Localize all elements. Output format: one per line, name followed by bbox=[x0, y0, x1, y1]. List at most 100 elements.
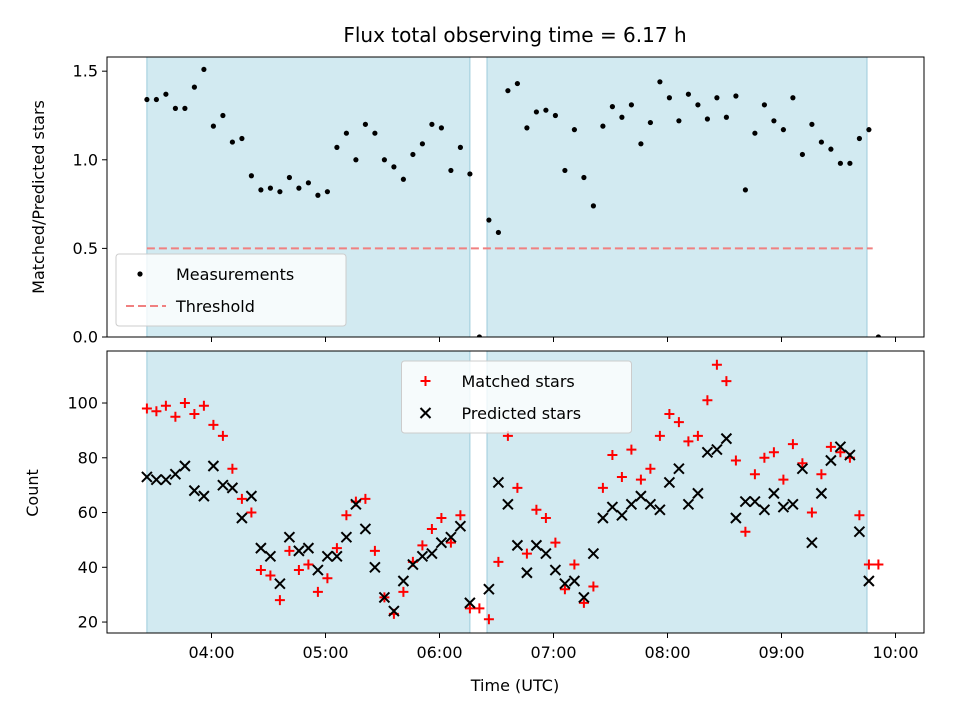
point-0406-1-8 bbox=[217, 479, 229, 491]
point-0931-1-72 bbox=[834, 441, 847, 453]
point-0331-0-1 bbox=[151, 406, 162, 417]
point-0931-0-73 bbox=[837, 160, 844, 166]
point-0901-0-67 bbox=[778, 474, 789, 485]
point-0431-0-13 bbox=[265, 570, 276, 581]
point-0731-0-49 bbox=[609, 104, 616, 110]
point-0801-0-55 bbox=[664, 408, 675, 419]
point-0611-1-33 bbox=[454, 520, 467, 532]
point-0611-0-33 bbox=[457, 144, 463, 150]
point-0741-0-51 bbox=[626, 444, 637, 455]
point-0801-0-55 bbox=[666, 95, 673, 101]
point-0916-0-70 bbox=[809, 121, 815, 127]
point-0616-0-34 bbox=[467, 171, 473, 177]
y-tick-label: 0.5 bbox=[73, 239, 98, 258]
point-0701-0-43 bbox=[552, 112, 559, 119]
point-0426-0-12 bbox=[255, 565, 266, 576]
point-0856-1-65 bbox=[768, 487, 780, 500]
point-0436-1-14 bbox=[274, 578, 286, 590]
point-0906-1-67 bbox=[787, 498, 799, 511]
point-0416-1-10 bbox=[236, 512, 248, 524]
series-measurements bbox=[144, 66, 881, 337]
legend-label: Measurements bbox=[176, 265, 294, 284]
x-tick-label: 06:00 bbox=[416, 643, 462, 662]
point-0541-0-27 bbox=[398, 586, 409, 597]
point-0911-0-69 bbox=[799, 151, 806, 158]
point-0331-0-1 bbox=[153, 96, 159, 103]
y-tick-label: 40 bbox=[78, 558, 98, 577]
point-0946-0-76 bbox=[866, 127, 872, 133]
legend-marker bbox=[419, 407, 432, 419]
point-0726-0-48 bbox=[600, 123, 606, 129]
legend-item-threshold: Threshold bbox=[126, 297, 255, 316]
legend-box bbox=[115, 253, 347, 327]
point-0546-1-28 bbox=[407, 558, 419, 571]
point-0626-1-35 bbox=[483, 583, 495, 595]
point-0351-0-5 bbox=[189, 408, 200, 419]
point-0836-1-61 bbox=[730, 512, 742, 524]
point-0341-0-3 bbox=[172, 105, 178, 111]
legend-marker bbox=[420, 376, 431, 386]
top-panel-y-axis-label: Matched/Predicted stars bbox=[29, 100, 48, 294]
point-0826-0-60 bbox=[711, 359, 722, 370]
point-0841-0-63 bbox=[742, 187, 749, 193]
point-0441-1-15 bbox=[283, 531, 296, 543]
point-0851-0-65 bbox=[759, 452, 770, 463]
point-0556-0-30 bbox=[426, 523, 437, 534]
point-0421-0-11 bbox=[246, 507, 257, 518]
point-0501-1-19 bbox=[321, 550, 334, 563]
point-0326-1-0 bbox=[141, 471, 153, 483]
legend-item-measurements: Measurements bbox=[137, 265, 294, 284]
legend: Matched stars Predicted stars bbox=[401, 360, 632, 434]
series-predicted-stars bbox=[141, 432, 875, 617]
point-0656-1-41 bbox=[540, 547, 552, 560]
x-tick-label: 10:00 bbox=[872, 643, 918, 662]
point-0411-0-9 bbox=[227, 463, 238, 474]
point-0851-0-65 bbox=[761, 102, 768, 108]
point-0451-1-17 bbox=[302, 542, 315, 554]
point-0846-0-64 bbox=[749, 469, 760, 480]
point-0521-0-23 bbox=[362, 121, 368, 127]
point-0816-0-58 bbox=[692, 430, 703, 441]
point-0856-0-66 bbox=[771, 118, 777, 124]
point-0601-1-31 bbox=[435, 536, 448, 549]
point-0716-1-45 bbox=[578, 591, 590, 604]
point-0631-0-37 bbox=[493, 556, 504, 567]
point-0511-0-21 bbox=[341, 510, 352, 521]
point-0726-1-47 bbox=[597, 512, 609, 524]
point-0921-1-70 bbox=[815, 487, 828, 500]
point-0951-0-77 bbox=[875, 334, 881, 337]
point-0421-1-11 bbox=[245, 490, 258, 502]
point-0701-1-42 bbox=[549, 564, 562, 576]
point-0821-0-59 bbox=[702, 395, 713, 406]
y-tick-label: 0.0 bbox=[73, 328, 98, 347]
point-0426-1-12 bbox=[255, 542, 267, 554]
point-0441-0-15 bbox=[286, 174, 292, 181]
ratio-panel: 0.0 0.5 1.0 1.5 Measurements Threshold bbox=[73, 56, 925, 347]
point-0326-0-0 bbox=[141, 403, 152, 414]
point-0836-0-62 bbox=[730, 455, 741, 466]
point-0826-1-59 bbox=[711, 443, 723, 456]
point-0831-1-60 bbox=[720, 432, 733, 445]
point-0401-0-7 bbox=[208, 419, 219, 430]
point-0556-0-30 bbox=[429, 121, 435, 127]
point-0331-1-1 bbox=[150, 473, 163, 486]
point-0921-0-71 bbox=[818, 139, 825, 145]
point-0521-1-23 bbox=[359, 523, 372, 535]
point-0406-0-8 bbox=[217, 430, 228, 441]
y-tick-label: 20 bbox=[78, 613, 98, 632]
point-0646-1-39 bbox=[521, 567, 533, 579]
point-0531-0-25 bbox=[381, 157, 387, 163]
point-0741-1-50 bbox=[625, 498, 638, 511]
point-0911-1-68 bbox=[796, 463, 809, 475]
point-0746-0-52 bbox=[635, 474, 646, 485]
point-0721-0-47 bbox=[590, 203, 597, 209]
point-0736-0-50 bbox=[616, 471, 627, 482]
point-0711-0-45 bbox=[569, 559, 580, 570]
point-0356-1-6 bbox=[198, 490, 210, 502]
x-tick-label: 04:00 bbox=[188, 643, 234, 662]
point-0841-1-62 bbox=[739, 495, 752, 508]
point-0356-0-6 bbox=[201, 66, 207, 73]
observing-window-2 bbox=[486, 56, 868, 338]
point-0641-1-38 bbox=[511, 539, 524, 552]
